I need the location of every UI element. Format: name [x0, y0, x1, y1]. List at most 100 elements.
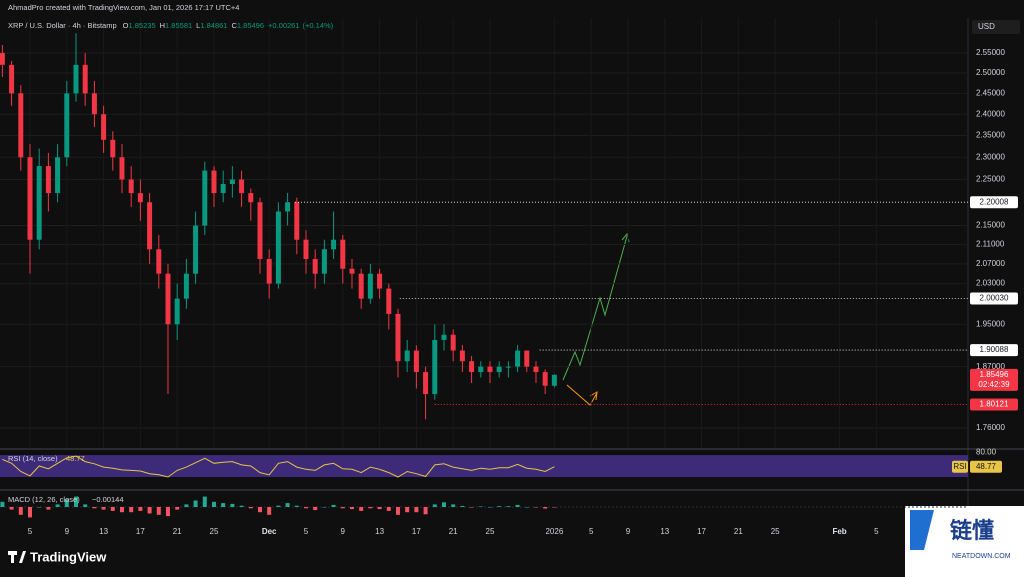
candle-body: [64, 93, 70, 158]
macd-bar: [359, 507, 364, 511]
level-label-box: [970, 398, 1018, 411]
currency[interactable]: USD: [978, 22, 995, 31]
macd-bar: [414, 507, 419, 513]
macd-bar: [110, 507, 115, 511]
candle: [137, 179, 143, 221]
candle-body: [266, 258, 272, 284]
candle-body: [294, 202, 300, 240]
candle: [450, 329, 456, 362]
watermark-text: 链懂: [950, 518, 994, 543]
x-tick-label: Feb: [832, 527, 846, 536]
candle-body: [18, 93, 24, 158]
x-tick-label: 13: [660, 527, 669, 536]
candle-body: [257, 202, 263, 259]
candle: [340, 234, 346, 284]
candle: [331, 211, 337, 259]
y-tick-label: 80.00: [976, 448, 997, 457]
macd-bar: [460, 505, 465, 507]
symbol: XRP / U.S. Dollar · 4h · Bitstamp: [8, 21, 117, 30]
candle: [36, 148, 42, 250]
candle: [367, 263, 373, 304]
credit: AhmadPro created with TradingView.com, J…: [8, 3, 239, 12]
x-tick-label: 9: [626, 527, 631, 536]
candle: [294, 197, 300, 255]
candle: [193, 211, 199, 284]
candle-body: [174, 298, 180, 325]
candle: [395, 308, 401, 378]
candle: [478, 361, 484, 378]
x-tick-label: 5: [304, 527, 309, 536]
candle: [551, 374, 557, 388]
candle-body: [211, 170, 217, 194]
watermark: 链懂 NEATDOWN.COM: [905, 506, 1024, 577]
macd-bar: [64, 499, 69, 507]
level-label: 1.90088: [980, 345, 1009, 354]
macd-readout: −0.00144: [92, 495, 124, 504]
x-tick-label: 17: [697, 527, 706, 536]
candle: [229, 166, 235, 198]
candle: [404, 339, 410, 373]
x-tick-label: 5: [589, 527, 594, 536]
macd-bar: [9, 507, 14, 510]
candle: [73, 33, 79, 102]
candle: [128, 166, 134, 207]
level-label: 1.80121: [980, 400, 1009, 409]
y-tick-label: 1.87000: [976, 362, 1005, 371]
macd-bar: [451, 504, 456, 507]
change-pct: (+0.14%): [303, 21, 334, 30]
candle-body: [432, 339, 438, 395]
candle-body: [404, 350, 410, 362]
projection-down: [566, 384, 598, 406]
candle: [285, 193, 291, 226]
candle: [55, 144, 61, 203]
x-tick-label: 17: [136, 527, 145, 536]
candle-body: [119, 157, 125, 180]
x-tick-label: 17: [412, 527, 421, 536]
candle-body: [202, 170, 208, 226]
candle: [156, 234, 162, 289]
candle: [211, 166, 217, 207]
candle: [202, 161, 208, 235]
macd-bar: [18, 507, 23, 515]
macd-bar: [27, 507, 32, 518]
macd-bar: [55, 504, 60, 507]
candle-body: [551, 374, 557, 386]
macd-bar: [469, 507, 474, 508]
macd-bar: [73, 496, 78, 507]
candle: [542, 369, 548, 395]
legend-key: O: [123, 21, 129, 30]
candle-body: [450, 334, 456, 351]
macd-bar: [552, 507, 557, 508]
candle: [423, 366, 429, 420]
y-tick-label: 2.30000: [976, 152, 1005, 161]
macd-bar: [119, 507, 124, 513]
candle: [358, 268, 364, 309]
candle: [377, 268, 383, 299]
candle-body: [82, 64, 88, 94]
macd-bar: [248, 507, 253, 509]
candle: [515, 345, 521, 373]
x-tick-label: 25: [771, 527, 780, 536]
macd-bar: [377, 507, 382, 510]
candle-body: [395, 313, 401, 362]
candle: [303, 230, 309, 274]
currency-box[interactable]: [972, 20, 1020, 34]
macd-bar: [0, 501, 5, 507]
candle-body: [285, 202, 291, 212]
arrow-head: [589, 391, 598, 401]
rsi-tag: RSI: [953, 462, 966, 471]
x-tick-label: 13: [99, 527, 108, 536]
candle: [45, 152, 51, 212]
candle-body: [45, 166, 51, 194]
macd-bar: [322, 507, 327, 508]
legend-value: 1.84861: [200, 21, 227, 30]
candle-body: [533, 366, 539, 373]
candle: [119, 144, 125, 194]
y-tick-label: 2.25000: [976, 175, 1005, 184]
macd-bar: [101, 507, 106, 510]
y-tick-label: 2.50000: [976, 68, 1005, 77]
candle: [266, 249, 272, 299]
y-tick-label: 1.95000: [976, 319, 1005, 328]
candle: [432, 324, 438, 400]
change: +0.00261: [268, 21, 300, 30]
